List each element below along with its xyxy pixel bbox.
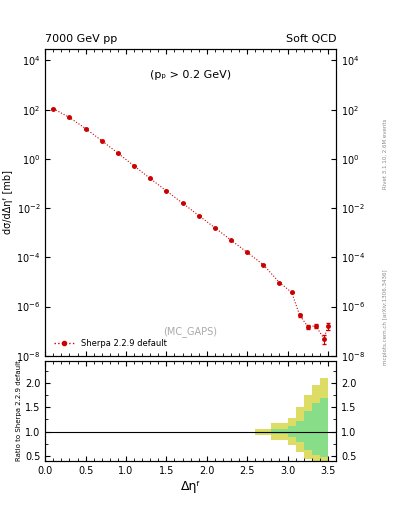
Text: mcplots.cern.ch [arXiv:1306.3436]: mcplots.cern.ch [arXiv:1306.3436] [383, 270, 388, 365]
X-axis label: Δηᶠ: Δηᶠ [180, 480, 201, 493]
Text: (MC_GAPS): (MC_GAPS) [163, 327, 218, 337]
Y-axis label: dσ/dΔηᶠ [mb]: dσ/dΔηᶠ [mb] [4, 170, 13, 234]
Y-axis label: Ratio to Sherpa 2.2.9 default: Ratio to Sherpa 2.2.9 default [16, 360, 22, 461]
Text: Rivet 3.1.10, 2.6M events: Rivet 3.1.10, 2.6M events [383, 118, 388, 189]
Legend: Sherpa 2.2.9 default: Sherpa 2.2.9 default [50, 334, 171, 352]
Text: 7000 GeV pp: 7000 GeV pp [45, 34, 118, 44]
Text: (pₚ > 0.2 GeV): (pₚ > 0.2 GeV) [150, 70, 231, 80]
Text: Soft QCD: Soft QCD [286, 34, 336, 44]
